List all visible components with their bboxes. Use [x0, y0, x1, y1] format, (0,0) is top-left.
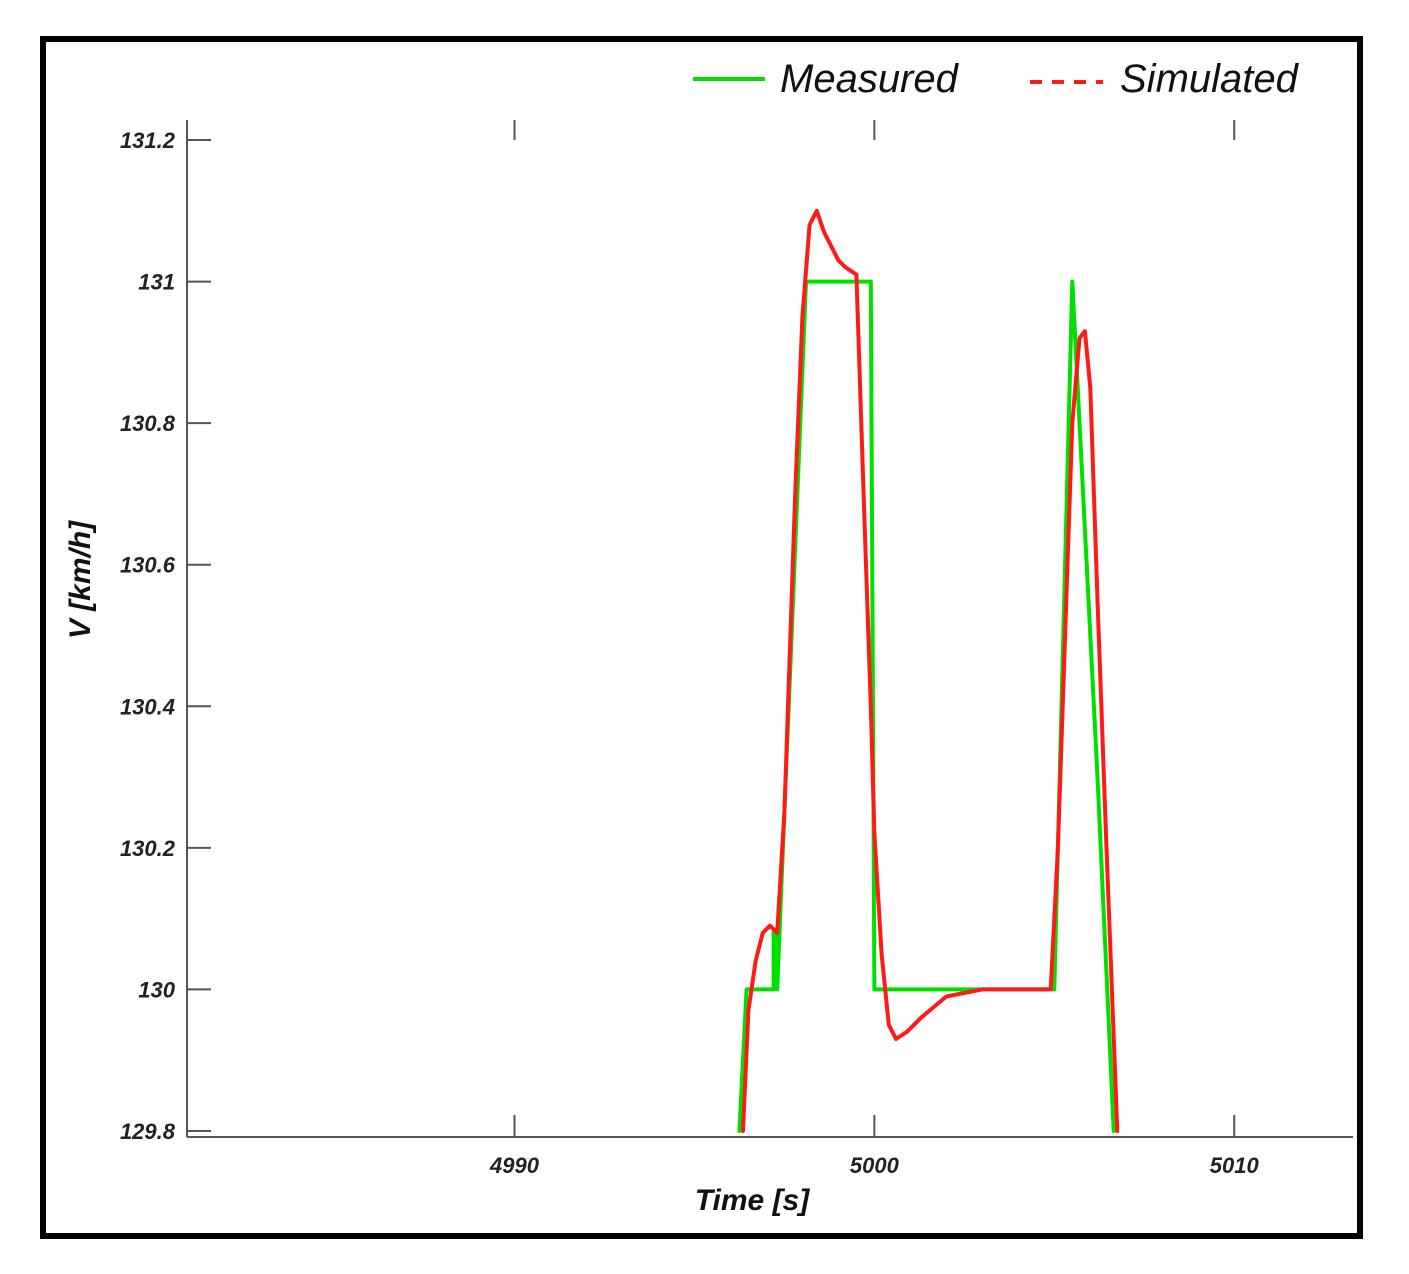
y-axis-title: V [km/h] [64, 520, 97, 639]
y-tick-label: 131.2 [120, 128, 176, 153]
legend: Measured Simulated [693, 57, 1300, 101]
y-tick-label: 130.8 [120, 411, 176, 436]
legend-label-simulated: Simulated [1120, 57, 1300, 101]
y-tick-label: 131 [138, 270, 175, 295]
x-ticks: 4990 5000 5010 [489, 120, 1259, 1178]
x-axis-title: Time [s] [695, 1184, 810, 1217]
y-tick-label: 129.8 [120, 1119, 176, 1144]
x-tick-label: 5000 [850, 1153, 900, 1178]
y-tick-label: 130.6 [120, 553, 176, 578]
y-tick-label: 130.4 [120, 694, 175, 719]
legend-label-measured: Measured [780, 57, 960, 101]
y-tick-label: 130.2 [120, 836, 176, 861]
series-layer [737, 208, 1120, 1133]
x-tick-label: 5010 [1210, 1153, 1260, 1178]
y-ticks: 129.8 130 130.2 130.4 130.6 130.8 131 131.2 [120, 128, 211, 1144]
series-line-simulated [741, 208, 1120, 1133]
x-tick-label: 4990 [489, 1153, 540, 1178]
series-line-measured [737, 279, 1116, 1133]
figure-frame [40, 36, 1363, 1239]
y-tick-label: 130 [138, 977, 175, 1002]
